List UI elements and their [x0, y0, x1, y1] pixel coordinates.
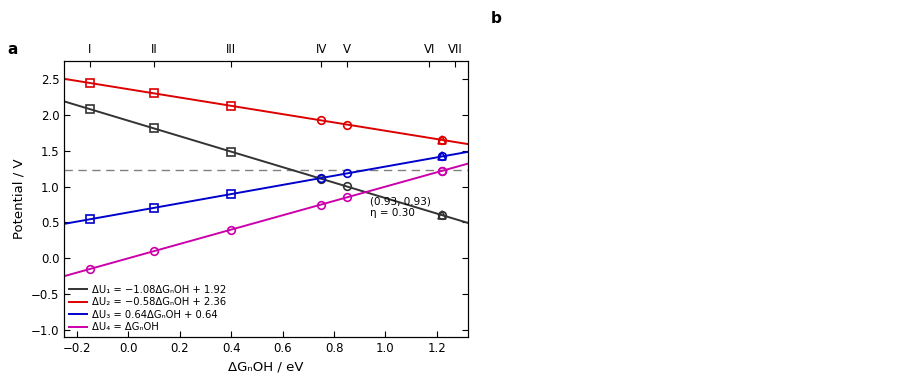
Text: a: a [7, 42, 18, 57]
X-axis label: ΔGₙOH / eV: ΔGₙOH / eV [228, 360, 304, 373]
Y-axis label: Potential / V: Potential / V [12, 159, 26, 239]
Legend: ΔU₁ = −1.08ΔGₙOH + 1.92, ΔU₂ = −0.58ΔGₙOH + 2.36, ΔU₃ = 0.64ΔGₙOH + 0.64, ΔU₄ = : ΔU₁ = −1.08ΔGₙOH + 1.92, ΔU₂ = −0.58ΔGₙO… [69, 285, 226, 332]
Text: b: b [491, 11, 502, 26]
Text: (0.93, 0.93)
η = 0.30: (0.93, 0.93) η = 0.30 [370, 196, 431, 218]
